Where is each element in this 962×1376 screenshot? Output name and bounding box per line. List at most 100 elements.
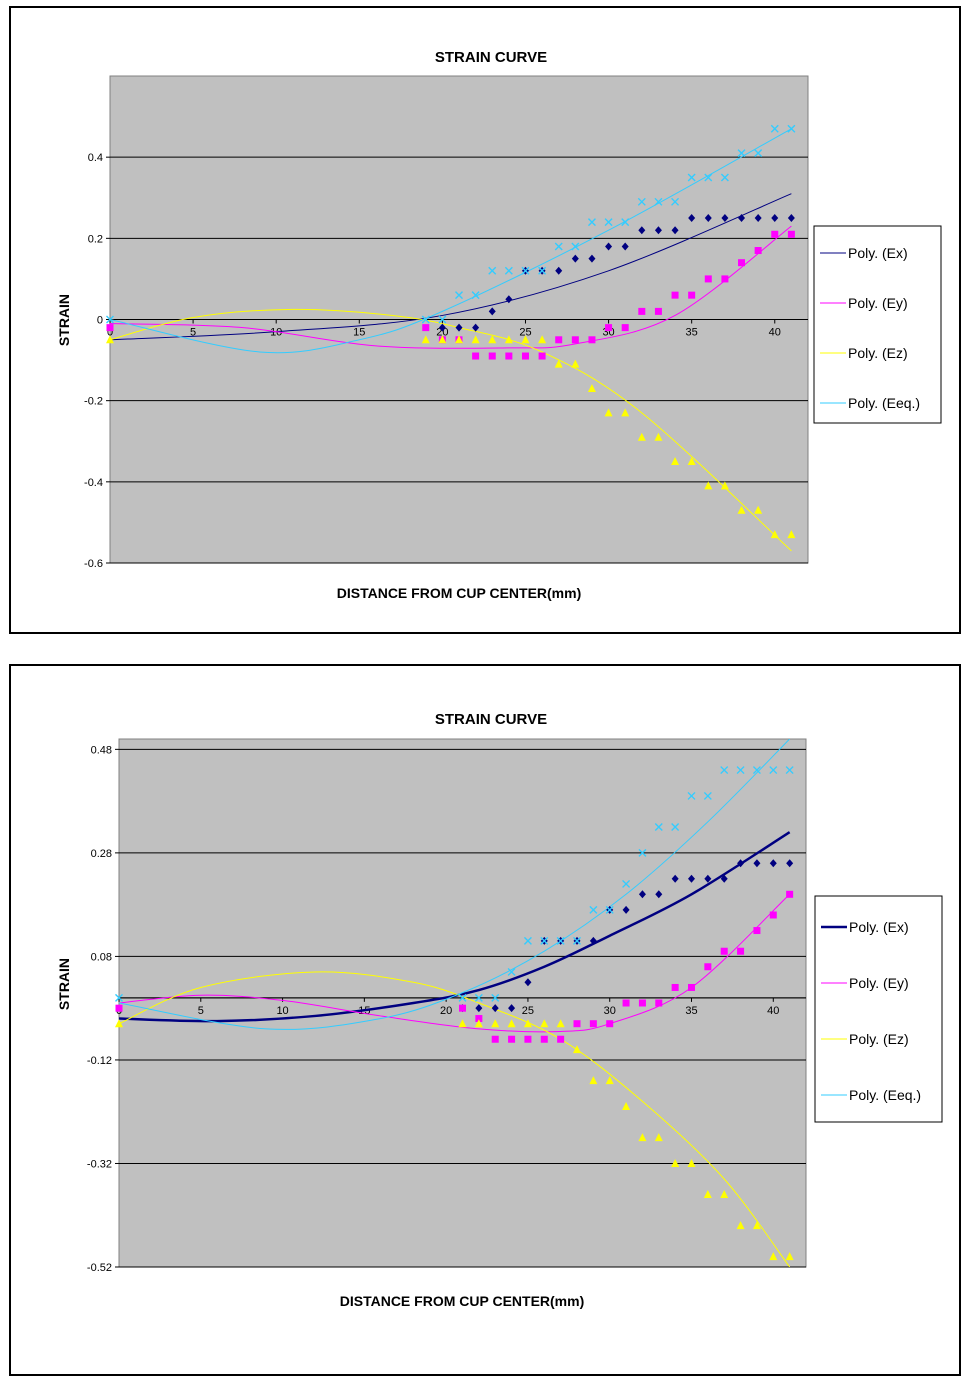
x-tick-label: 30 — [604, 1005, 616, 1017]
data-point-ex — [704, 874, 712, 883]
data-point-ex — [524, 978, 532, 987]
data-point-ez — [471, 335, 480, 344]
x-tick-label: 25 — [522, 1005, 534, 1017]
data-point-eeq — [720, 173, 729, 182]
data-point-ey — [638, 999, 646, 1007]
data-point-ey — [115, 1004, 123, 1012]
y-tick-label: 0.2 — [88, 233, 103, 245]
legend-label: Poly. (Ex) — [848, 245, 908, 261]
data-point-ez — [687, 457, 696, 466]
data-point-ey — [704, 963, 712, 971]
data-point-ex — [753, 859, 761, 868]
legend-box — [814, 895, 943, 1123]
legend-label: Poly. (Eeq.) — [848, 395, 920, 411]
y-tick-label: 0 — [97, 315, 103, 327]
data-point-ey — [422, 324, 430, 332]
data-point-ez — [703, 1190, 712, 1199]
data-point-ez — [622, 1102, 631, 1111]
data-point-ex — [671, 874, 679, 883]
legend-label: Poly. (Eeq.) — [849, 1087, 921, 1103]
data-point-ex — [688, 874, 695, 883]
data-point-eeq — [687, 791, 696, 800]
data-point-ez — [671, 1158, 680, 1167]
data-point-eeq — [622, 879, 631, 888]
x-tick-label: 35 — [686, 327, 698, 339]
data-point-ey — [538, 352, 546, 360]
data-point-eeq — [523, 936, 532, 945]
data-point-ey — [754, 247, 762, 255]
data-point-eeq — [770, 124, 779, 133]
data-point-eeq — [703, 791, 712, 800]
data-point-ey — [571, 336, 579, 344]
data-point-ey — [557, 1035, 565, 1043]
data-point-ey — [737, 947, 745, 955]
data-point-eeq — [115, 993, 123, 1002]
data-point-ez — [720, 481, 729, 490]
data-point-ez — [421, 335, 430, 344]
data-point-ex — [769, 859, 777, 868]
data-point-ez — [106, 335, 114, 344]
x-tick-label: 20 — [436, 327, 448, 339]
data-point-ey — [671, 291, 679, 299]
x-tick-label: 0 — [107, 327, 113, 339]
data-point-ex — [621, 242, 629, 251]
data-point-ey — [753, 927, 761, 935]
y-tick-label: 0.4 — [88, 152, 103, 164]
data-point-eeq — [556, 936, 565, 945]
data-point-eeq — [587, 218, 596, 227]
data-point-ez — [474, 1019, 483, 1028]
data-point-eeq — [488, 266, 497, 275]
data-point-ey — [654, 307, 662, 315]
data-point-eeq — [736, 766, 745, 775]
data-point-ey — [786, 890, 794, 898]
data-point-eeq — [754, 149, 763, 158]
data-point-ex — [738, 214, 746, 223]
legend-label: Poly. (Ey) — [848, 295, 908, 311]
data-point-ex — [475, 1004, 483, 1013]
data-point-ex — [655, 890, 663, 899]
data-point-eeq — [554, 242, 563, 251]
data-point-ex — [704, 214, 712, 223]
data-point-ey — [771, 230, 779, 238]
data-point-ez — [507, 1019, 516, 1028]
y-tick-label: -0.52 — [87, 1262, 112, 1274]
data-point-ez — [504, 335, 513, 344]
data-point-ey — [622, 999, 630, 1007]
data-point-ez — [737, 505, 746, 514]
data-point-ez — [770, 530, 779, 539]
data-point-ey — [787, 230, 795, 238]
data-point-ez — [687, 1158, 696, 1167]
data-point-ey — [521, 352, 529, 360]
data-point-ex — [455, 323, 463, 332]
data-point-ez — [573, 1045, 581, 1054]
data-point-ey — [738, 259, 746, 267]
chart-panel-2: -0.52-0.32-0.120.080.280.480510152025303… — [9, 664, 961, 1376]
data-point-ez — [521, 335, 530, 344]
data-point-eeq — [474, 993, 483, 1002]
trendline-polyex — [110, 193, 792, 341]
trendline-polyeeq — [110, 128, 792, 354]
data-point-eeq — [540, 936, 549, 945]
data-point-ey — [472, 352, 480, 360]
data-point-ex — [472, 323, 480, 332]
data-point-eeq — [671, 197, 680, 206]
data-point-eeq — [458, 993, 467, 1002]
data-point-ez — [556, 1019, 565, 1028]
data-point-eeq — [637, 197, 646, 206]
data-point-ey — [555, 336, 563, 344]
x-tick-label: 10 — [276, 1005, 288, 1017]
data-point-ez — [787, 530, 796, 539]
data-point-eeq — [671, 823, 680, 831]
data-point-eeq — [769, 766, 778, 775]
data-point-ez — [621, 408, 630, 417]
data-point-ez — [638, 1133, 647, 1142]
legend-label: Poly. (Ez) — [848, 345, 908, 361]
y-tick-label: 0.28 — [91, 848, 112, 860]
data-point-eeq — [785, 766, 794, 775]
data-point-ey — [505, 352, 513, 360]
data-point-eeq — [571, 242, 580, 251]
data-point-eeq — [507, 967, 516, 976]
data-point-ey — [488, 352, 496, 360]
y-tick-label: -0.12 — [87, 1055, 112, 1067]
y-tick-label: -0.6 — [84, 558, 103, 570]
